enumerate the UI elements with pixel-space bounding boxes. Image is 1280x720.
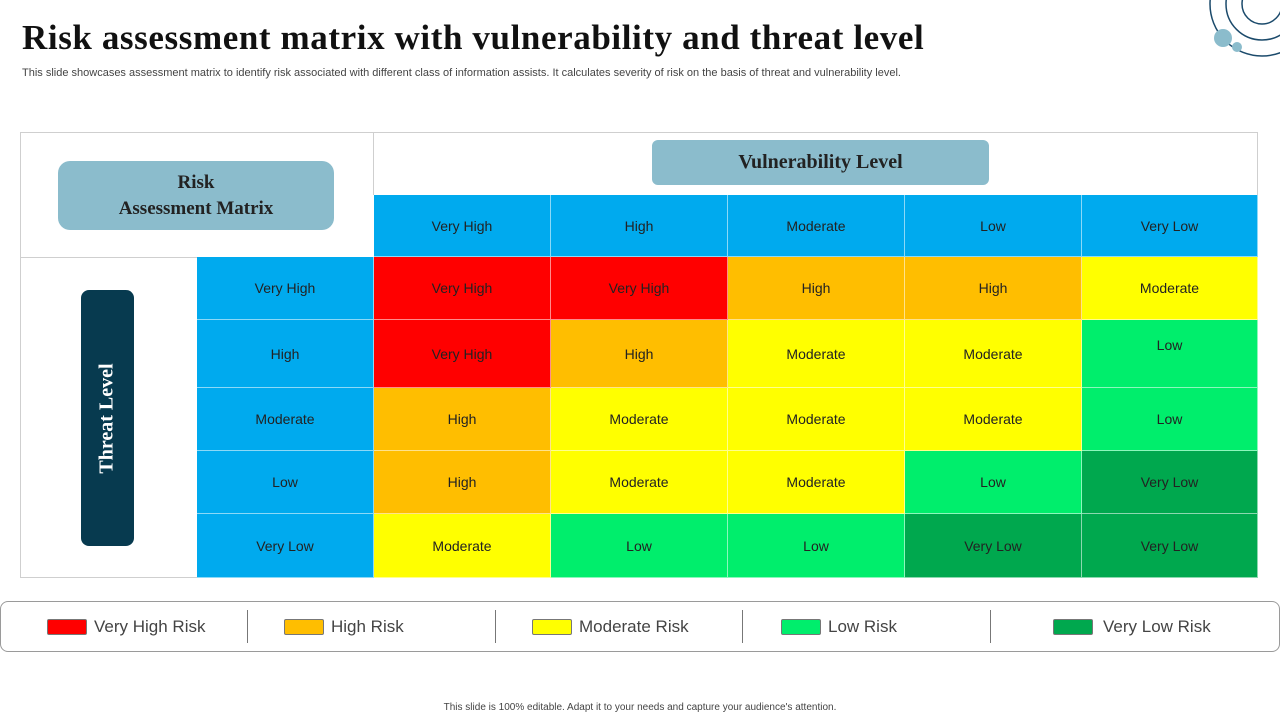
risk-cell: Low [728, 514, 905, 578]
risk-cell: Moderate [1082, 257, 1258, 320]
legend-item-very-low: Very Low Risk [1053, 602, 1211, 651]
threat-header-cell: High [197, 320, 374, 388]
divider [20, 257, 198, 258]
corner-label-line2: Assessment Matrix [118, 197, 274, 219]
vulnerability-header-cell: Very High [374, 195, 551, 257]
legend-divider [247, 610, 248, 643]
risk-cell: High [728, 257, 905, 320]
threat-header-cell: Very High [197, 257, 374, 320]
threat-header-cell: Very Low [197, 514, 374, 578]
risk-cell: Moderate [905, 388, 1082, 451]
risk-cell: Low [1082, 320, 1258, 388]
risk-cell: High [905, 257, 1082, 320]
risk-cell: Very Low [1082, 514, 1258, 578]
vulnerability-level-label: Vulnerability Level [652, 140, 989, 185]
decorative-circles-icon [1209, 0, 1280, 57]
risk-cell: Moderate [551, 451, 728, 514]
vulnerability-header-cell: Low [905, 195, 1082, 257]
corner-label-line1: Risk [177, 171, 215, 193]
risk-cell: Very Low [905, 514, 1082, 578]
footer-note: This slide is 100% editable. Adapt it to… [443, 702, 837, 713]
vulnerability-header-cell: Very Low [1082, 195, 1258, 257]
legend-item-low: Low Risk [781, 602, 897, 651]
legend-swatch [47, 618, 87, 635]
risk-cell: Moderate [728, 388, 905, 451]
threat-level-label: Threat Level [81, 290, 134, 546]
legend-item-very-high: Very High Risk [47, 602, 205, 651]
vulnerability-header-cell: Moderate [728, 195, 905, 257]
risk-cell: Moderate [905, 320, 1082, 388]
vulnerability-header-cell: High [551, 195, 728, 257]
risk-cell: High [374, 388, 551, 451]
risk-cell: Low [551, 514, 728, 578]
legend-swatch [781, 618, 821, 635]
risk-cell: Very High [374, 320, 551, 388]
risk-cell: Low [1082, 388, 1258, 451]
grid-corner [197, 195, 374, 257]
legend-label: High Risk [331, 616, 404, 636]
legend-divider [742, 610, 743, 643]
legend-label: Moderate Risk [579, 616, 689, 636]
legend-divider [990, 610, 991, 643]
risk-cell: Very Low [1082, 451, 1258, 514]
page-subtitle: This slide showcases assessment matrix t… [22, 67, 901, 79]
page-title: Risk assessment matrix with vulnerabilit… [22, 18, 925, 57]
legend-swatch [1053, 618, 1093, 635]
matrix-corner-label: Risk Assessment Matrix [58, 161, 334, 230]
risk-cell: Moderate [551, 388, 728, 451]
risk-cell: Low [905, 451, 1082, 514]
divider [373, 132, 374, 195]
risk-cell: Very High [551, 257, 728, 320]
risk-matrix-grid: Very High High Moderate Low Very Low Ver… [197, 195, 1258, 578]
risk-cell: Moderate [728, 320, 905, 388]
legend-label: Very Low Risk [1103, 616, 1211, 636]
legend-label: Low Risk [828, 616, 897, 636]
risk-cell: High [374, 451, 551, 514]
vulnerability-level-text: Vulnerability Level [738, 151, 903, 173]
threat-level-text: Threat Level [96, 362, 119, 474]
legend-divider [495, 610, 496, 643]
risk-cell: Moderate [728, 451, 905, 514]
legend-item-moderate: Moderate Risk [532, 602, 689, 651]
legend-label: Very High Risk [94, 616, 206, 636]
legend-item-high: High Risk [284, 602, 404, 651]
risk-cell: Moderate [374, 514, 551, 578]
threat-header-cell: Moderate [197, 388, 374, 451]
legend-swatch [284, 618, 324, 635]
risk-cell: High [551, 320, 728, 388]
risk-legend: Very High Risk High Risk Moderate Risk L… [0, 601, 1280, 652]
risk-cell: Very High [374, 257, 551, 320]
threat-header-cell: Low [197, 451, 374, 514]
legend-swatch [532, 618, 572, 635]
